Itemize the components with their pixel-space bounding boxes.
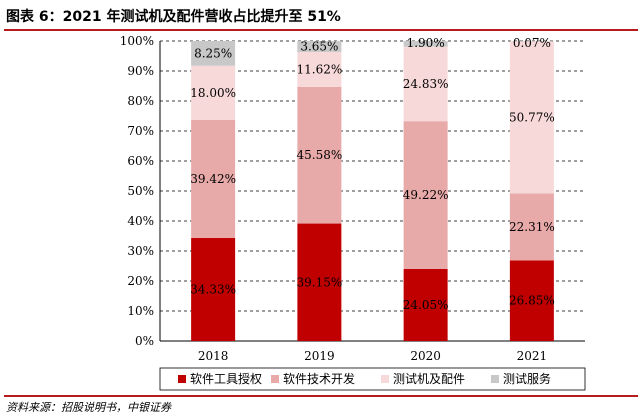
bar-segment <box>403 121 448 269</box>
bar-segment <box>403 46 448 122</box>
data-label: 24.83% <box>403 77 449 91</box>
y-tick-label: 10% <box>127 304 154 318</box>
legend-label: 测试服务 <box>503 371 551 386</box>
bar-segment <box>191 41 236 66</box>
bar-segment <box>509 41 554 194</box>
source-note: 资料来源：招股说明书，中银证券 <box>6 401 171 414</box>
legend-label: 软件技术开发 <box>283 371 355 386</box>
bar-segment <box>509 260 554 341</box>
y-tick-label: 60% <box>127 154 154 168</box>
legend-box <box>159 367 586 391</box>
y-tick-label: 20% <box>127 274 154 288</box>
bar-segment <box>297 223 342 341</box>
bar-segment <box>191 119 236 239</box>
data-label: 45.58% <box>296 148 342 162</box>
y-tick-label: 0% <box>135 334 154 348</box>
legend-swatch <box>271 375 279 383</box>
y-tick-label: 70% <box>127 124 154 138</box>
y-tick-label: 80% <box>127 94 154 108</box>
legend-swatch <box>491 375 499 383</box>
y-tick-label: 50% <box>127 184 154 198</box>
bar-segment <box>297 41 342 52</box>
data-label: 0.07% <box>513 36 551 50</box>
title-divider <box>4 29 638 31</box>
data-label: 26.85% <box>509 294 555 308</box>
bar-segment <box>191 238 236 341</box>
bar-segment <box>403 268 448 341</box>
data-label: 8.25% <box>194 46 232 60</box>
data-label: 22.31% <box>509 220 555 234</box>
data-label: 18.00% <box>190 86 236 100</box>
y-tick-label: 100% <box>120 34 154 48</box>
data-label: 39.42% <box>190 172 236 186</box>
data-label: 3.65% <box>300 39 338 53</box>
bar-segment <box>191 65 236 120</box>
y-tick-label: 90% <box>127 64 154 78</box>
data-label: 11.62% <box>296 62 342 76</box>
legend-swatch <box>178 375 186 383</box>
bar-segment <box>509 193 554 261</box>
data-label: 50.77% <box>509 110 555 124</box>
x-tick-label: 2020 <box>410 349 441 363</box>
legend-label: 软件工具授权 <box>190 371 262 386</box>
x-tick-label: 2019 <box>304 349 335 363</box>
data-label: 39.15% <box>296 275 342 289</box>
footer-divider <box>4 395 638 397</box>
data-label: 49.22% <box>403 188 449 202</box>
bar-segment <box>403 41 448 47</box>
bar-segment <box>297 51 342 87</box>
legend-swatch <box>381 375 389 383</box>
data-label: 24.05% <box>403 298 449 312</box>
x-tick-label: 2021 <box>517 349 548 363</box>
x-tick-label: 2018 <box>198 349 229 363</box>
y-tick-label: 40% <box>127 214 154 228</box>
bar-segment <box>297 86 342 224</box>
chart-title: 图表 6：2021 年测试机及配件营收占比提升至 51% <box>6 9 341 25</box>
y-tick-label: 30% <box>127 244 154 258</box>
legend-label: 测试机及配件 <box>393 371 465 386</box>
data-label: 1.90% <box>407 36 445 50</box>
data-label: 34.33% <box>190 283 236 297</box>
